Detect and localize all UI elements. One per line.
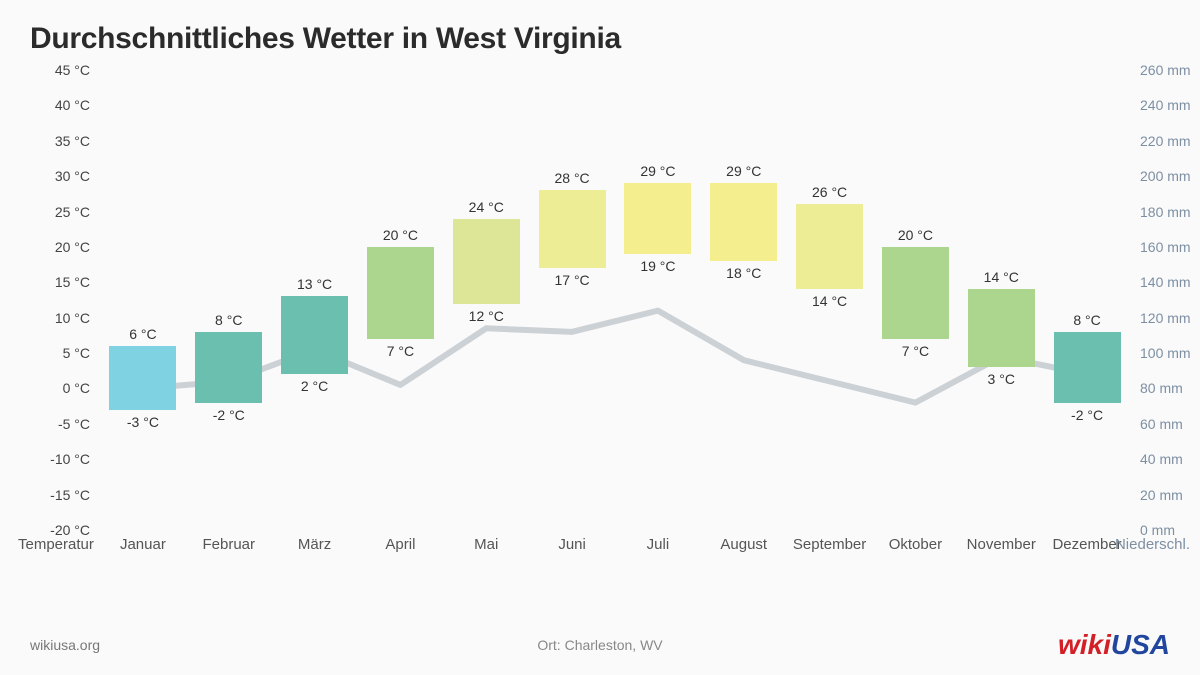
month-label: Juli bbox=[647, 536, 670, 553]
footer-logo: wikiUSA bbox=[1058, 629, 1170, 661]
month-label: Februar bbox=[202, 536, 255, 553]
month-label: Oktober bbox=[889, 536, 942, 553]
month-label: Juni bbox=[558, 536, 586, 553]
temp-bar bbox=[453, 219, 520, 304]
temp-low-label: -2 °C bbox=[1071, 407, 1103, 423]
month-label: September bbox=[793, 536, 866, 553]
temp-tick: 20 °C bbox=[55, 239, 90, 255]
temp-low-label: 12 °C bbox=[469, 308, 504, 324]
temp-high-label: 26 °C bbox=[812, 184, 847, 200]
climate-chart: -20 °C-15 °C-10 °C-5 °C0 °C5 °C10 °C15 °… bbox=[0, 70, 1200, 575]
temp-tick: -5 °C bbox=[58, 416, 90, 432]
temp-bar bbox=[710, 183, 777, 261]
temp-tick: 30 °C bbox=[55, 168, 90, 184]
month-label: Mai bbox=[474, 536, 498, 553]
temp-bar bbox=[539, 190, 606, 268]
temp-tick: 25 °C bbox=[55, 204, 90, 220]
temp-bar bbox=[968, 289, 1035, 367]
precip-tick: 180 mm bbox=[1140, 204, 1191, 220]
footer-site: wikiusa.org bbox=[30, 637, 100, 653]
temp-low-label: 7 °C bbox=[902, 343, 929, 359]
temp-bar bbox=[281, 296, 348, 374]
precip-tick: 200 mm bbox=[1140, 168, 1191, 184]
temp-tick: 15 °C bbox=[55, 274, 90, 290]
temp-bar bbox=[796, 204, 863, 289]
temp-low-label: 19 °C bbox=[640, 258, 675, 274]
temp-high-label: 29 °C bbox=[726, 163, 761, 179]
precip-tick: 120 mm bbox=[1140, 310, 1191, 326]
month-label: Dezember bbox=[1052, 536, 1121, 553]
month-label: März bbox=[298, 536, 331, 553]
temp-low-label: 2 °C bbox=[301, 378, 328, 394]
temp-low-label: 18 °C bbox=[726, 265, 761, 281]
temp-high-label: 6 °C bbox=[129, 326, 156, 342]
temp-tick: 45 °C bbox=[55, 62, 90, 78]
temp-bar bbox=[367, 247, 434, 339]
temp-tick: 35 °C bbox=[55, 133, 90, 149]
temp-high-label: 13 °C bbox=[297, 276, 332, 292]
temp-bar bbox=[195, 332, 262, 403]
logo-suffix: USA bbox=[1111, 629, 1170, 660]
temp-low-label: -3 °C bbox=[127, 414, 159, 430]
temp-high-label: 8 °C bbox=[215, 312, 242, 328]
precip-axis: 0 mm20 mm40 mm60 mm80 mm100 mm120 mm140 … bbox=[1130, 70, 1200, 530]
temp-low-label: 7 °C bbox=[387, 343, 414, 359]
temp-axis-label: Temperatur bbox=[18, 536, 94, 553]
temp-tick: 5 °C bbox=[63, 345, 90, 361]
month-label: Januar bbox=[120, 536, 166, 553]
month-label: November bbox=[967, 536, 1036, 553]
month-label: April bbox=[385, 536, 415, 553]
temp-high-label: 29 °C bbox=[640, 163, 675, 179]
temp-high-label: 28 °C bbox=[554, 170, 589, 186]
temp-tick: -15 °C bbox=[50, 487, 90, 503]
footer: wikiusa.org Ort: Charleston, WV wikiUSA bbox=[0, 620, 1200, 675]
precip-tick: 220 mm bbox=[1140, 133, 1191, 149]
precip-tick: 260 mm bbox=[1140, 62, 1191, 78]
temp-axis: -20 °C-15 °C-10 °C-5 °C0 °C5 °C10 °C15 °… bbox=[0, 70, 100, 530]
precip-tick: 20 mm bbox=[1140, 487, 1183, 503]
temp-bar bbox=[624, 183, 691, 254]
chart-title: Durchschnittliches Wetter in West Virgin… bbox=[30, 22, 621, 56]
temp-high-label: 20 °C bbox=[898, 227, 933, 243]
temp-bar bbox=[109, 346, 176, 410]
temp-low-label: -2 °C bbox=[213, 407, 245, 423]
logo-prefix: wiki bbox=[1058, 629, 1111, 660]
precip-tick: 40 mm bbox=[1140, 451, 1183, 467]
temp-tick: 10 °C bbox=[55, 310, 90, 326]
temp-tick: -10 °C bbox=[50, 451, 90, 467]
footer-location: Ort: Charleston, WV bbox=[537, 637, 662, 653]
temp-high-label: 20 °C bbox=[383, 227, 418, 243]
precip-tick: 100 mm bbox=[1140, 345, 1191, 361]
temp-high-label: 24 °C bbox=[469, 199, 504, 215]
precip-tick: 80 mm bbox=[1140, 380, 1183, 396]
precip-axis-label: Niederschl. bbox=[1115, 536, 1190, 553]
precip-tick: 60 mm bbox=[1140, 416, 1183, 432]
temp-low-label: 14 °C bbox=[812, 293, 847, 309]
temp-tick: 40 °C bbox=[55, 97, 90, 113]
x-axis: Januar Februar März April Mai Juni Juli August S… bbox=[0, 530, 1200, 575]
temp-bar bbox=[1054, 332, 1121, 403]
temp-low-label: 17 °C bbox=[554, 272, 589, 288]
month-label: August bbox=[720, 536, 767, 553]
plot-area: 6 °C -3 °C 8 °C -2 °C 13 °C 2 °C 20 °C 7 °C 24 °… bbox=[100, 70, 1130, 530]
temp-tick: 0 °C bbox=[63, 380, 90, 396]
temp-bar bbox=[882, 247, 949, 339]
temp-high-label: 8 °C bbox=[1073, 312, 1100, 328]
precip-tick: 240 mm bbox=[1140, 97, 1191, 113]
precip-tick: 140 mm bbox=[1140, 274, 1191, 290]
temp-high-label: 14 °C bbox=[984, 269, 1019, 285]
precip-tick: 160 mm bbox=[1140, 239, 1191, 255]
temp-low-label: 3 °C bbox=[988, 371, 1015, 387]
